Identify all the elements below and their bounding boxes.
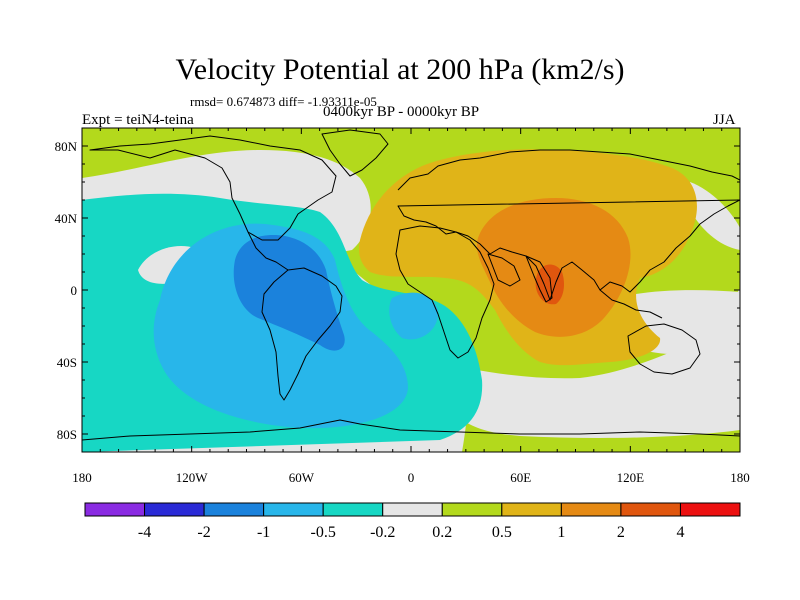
- lon-label: 120E: [617, 470, 645, 485]
- colorbar-label: 0.5: [492, 524, 512, 541]
- colorbar-segment: [382, 502, 443, 517]
- latitude-labels: 80N 40N 0 40S 80S: [55, 139, 78, 442]
- lat-label: 40N: [55, 211, 78, 226]
- colorbar-label: 0.2: [432, 524, 452, 541]
- lon-label: 180: [72, 470, 92, 485]
- lat-label: 80S: [57, 427, 77, 442]
- colorbar-segment: [441, 502, 503, 517]
- colorbar-segment: [144, 502, 205, 517]
- colorbar-segment: [560, 502, 622, 517]
- colorbar-segment: [322, 502, 384, 517]
- coast-india: [525, 255, 553, 303]
- coast-africa: [395, 225, 495, 359]
- colorbar-label: -4: [138, 524, 151, 541]
- lon-label: 120W: [176, 470, 209, 485]
- longitude-labels: 180 120W 60W 0 60E 120E 180: [72, 470, 750, 485]
- coast-south-america: [261, 267, 343, 401]
- neutral-band-south: [430, 288, 740, 438]
- neutral-patch-northeast: [690, 182, 740, 250]
- lon-label: 60E: [510, 470, 531, 485]
- season-label: JJA: [713, 112, 736, 128]
- coast-antarctica: [82, 419, 740, 441]
- colorbar-label: 1: [557, 524, 565, 541]
- lon-label: 60W: [289, 470, 315, 485]
- colorbar-segment: [620, 502, 681, 517]
- colorbar-label: 2: [617, 524, 625, 541]
- period-label: 0400kyr BP - 0000kyr BP: [323, 104, 480, 120]
- colorbar-segment: [501, 502, 562, 517]
- colorbar-labels: -4 -2 -1 -0.5 -0.2 0.2 0.5 1 2 4: [138, 524, 685, 541]
- colorbar-label: -0.2: [370, 524, 395, 541]
- colorbar-segment: [203, 502, 265, 517]
- colorbar-segment: [84, 502, 146, 517]
- lat-label: 80N: [55, 139, 78, 154]
- coast-arabia: [487, 253, 521, 287]
- colorbar-segment: [679, 502, 741, 517]
- lat-label: 40S: [57, 355, 77, 370]
- negative-region-atlantic: [389, 292, 439, 340]
- coast-central-america: [247, 231, 289, 271]
- lon-label: 180: [730, 470, 750, 485]
- coastlines: [82, 129, 740, 441]
- colorbar-label: -2: [197, 524, 210, 541]
- coast-north-america: [89, 135, 337, 241]
- coast-australia: [627, 323, 701, 375]
- experiment-label: Expt = teiN4-teina: [82, 112, 194, 128]
- axis-ticks: [81, 128, 741, 452]
- colorbar-label: -0.5: [311, 524, 336, 541]
- coast-southeast-asia: [599, 289, 663, 319]
- lat-label: 0: [71, 283, 78, 298]
- strong-negative-region: [233, 235, 345, 351]
- lon-label: 0: [408, 470, 415, 485]
- colorbar: [84, 502, 741, 517]
- coast-greenland: [321, 129, 389, 177]
- colorbar-label: 4: [676, 524, 684, 541]
- contour-field: [82, 128, 740, 452]
- map-title: Velocity Potential at 200 hPa (km2/s): [175, 53, 625, 86]
- colorbar-label: -1: [257, 524, 270, 541]
- rmsd-diff-stats: rmsd= 0.674873 diff= -1.93311e-05: [190, 94, 377, 109]
- coast-europe-asia: [397, 149, 740, 301]
- colorbar-segment: [263, 502, 324, 517]
